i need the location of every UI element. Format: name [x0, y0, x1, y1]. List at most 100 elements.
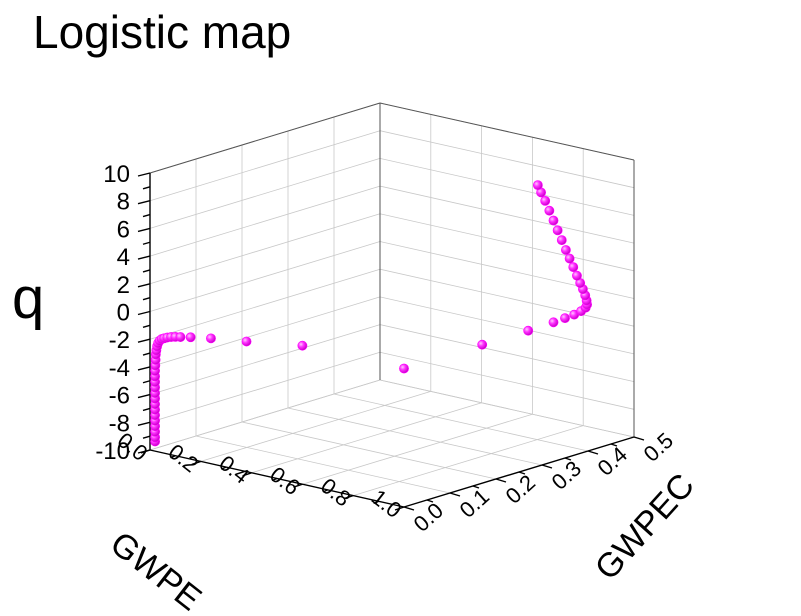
z-tick-label: 2 [117, 272, 130, 299]
z-minor-tick-mark [142, 324, 151, 329]
gridline-floor-y [287, 407, 543, 466]
gridline-back-horizontal [379, 158, 635, 216]
z-tick-label: -4 [109, 355, 130, 382]
gridline-side-horizontal [149, 130, 381, 202]
z-minor-tick-mark [142, 296, 151, 301]
z-minor-tick-mark [142, 269, 151, 273]
data-point [175, 332, 186, 342]
z-minor-tick-mark [142, 407, 151, 412]
gridline-floor-y [379, 379, 635, 438]
gridline-floor-y [333, 393, 589, 452]
gridline-back-horizontal [379, 213, 635, 272]
z-minor-tick-mark [142, 380, 151, 384]
x-tick-label: 0.8 [316, 473, 355, 512]
x-minor-tick-mark [220, 466, 227, 470]
z-axis-label: q [12, 266, 44, 331]
z-tick-label: -8 [109, 410, 130, 437]
x-minor-tick-mark [373, 500, 379, 504]
box-edge-top-side [149, 102, 381, 174]
gridline-back-horizontal [379, 241, 635, 299]
z-minor-tick-mark [142, 352, 151, 356]
data-point [572, 270, 582, 281]
data-point [564, 253, 575, 264]
y-tick-mark [403, 506, 415, 511]
gridline-floor-x [200, 391, 431, 462]
z-tick-label: 10 [103, 161, 130, 188]
x-tick-label: 1.0 [367, 484, 406, 523]
data-point [523, 325, 534, 336]
y-tick-mark [633, 436, 645, 441]
z-tick-mark [137, 310, 151, 316]
data-point [548, 215, 559, 226]
z-tick-label: -2 [109, 327, 130, 354]
z-tick-mark [137, 227, 151, 233]
data-point [477, 339, 488, 350]
data-point [241, 336, 252, 347]
box-edge-top-back [379, 102, 635, 161]
data-point [568, 262, 579, 273]
z-tick-label: 6 [117, 216, 130, 243]
y-tick-label: 0.5 [639, 428, 678, 467]
gridline-side-horizontal [149, 158, 381, 229]
x-tick-label: 0.2 [164, 439, 203, 478]
y-tick-mark [587, 450, 599, 455]
gridline-floor-y [241, 421, 497, 480]
y-minor-tick-mark [564, 457, 572, 461]
z-tick-mark [137, 172, 151, 177]
y-minor-tick-mark [472, 485, 480, 489]
axes [137, 172, 645, 511]
data-point [561, 245, 571, 255]
z-tick-mark [137, 366, 151, 371]
data-point [399, 363, 409, 374]
gridline-floor-x [149, 379, 381, 451]
data-point [552, 225, 563, 236]
z-minor-tick-mark [142, 186, 151, 190]
x-tick-label: 0.6 [265, 462, 304, 501]
z-tick-label: -6 [109, 383, 130, 410]
gridline-back-horizontal [379, 324, 635, 382]
gridline-back-horizontal [379, 351, 635, 410]
x-axis-label: GWPE [103, 524, 208, 616]
z-tick-mark [137, 200, 151, 205]
y-minor-tick-mark [518, 471, 526, 475]
y-axis-label: GWPEC [588, 466, 702, 587]
gridline-side-horizontal [149, 351, 381, 423]
z-minor-tick-mark [142, 435, 151, 439]
gridline-back-horizontal [379, 185, 635, 244]
data-point [556, 235, 567, 246]
gridline-back-horizontal [379, 130, 635, 189]
gridline-side-horizontal [149, 268, 381, 340]
x-minor-tick-mark [271, 477, 278, 482]
x-tick-mark [394, 506, 405, 511]
gridline-side-horizontal [149, 241, 381, 312]
box-edges [149, 102, 635, 437]
z-tick-label: 8 [117, 189, 130, 216]
y-tick-mark [541, 464, 553, 469]
y-minor-tick-mark [610, 443, 618, 447]
x-tick-mark [140, 449, 151, 454]
x-tick-mark [343, 494, 354, 500]
y-tick-mark [495, 478, 507, 483]
gridline-back-horizontal [379, 296, 635, 355]
gridline-floor-x [251, 402, 482, 474]
data-point [560, 313, 570, 324]
gridline-side-horizontal [149, 185, 381, 257]
data-point [297, 340, 308, 351]
gridline-floor-y [195, 435, 451, 494]
z-tick-mark [137, 283, 151, 288]
gridline-side-horizontal [149, 296, 381, 368]
x-tick-mark [293, 483, 303, 488]
gridline-floor-x [353, 425, 584, 496]
z-tick-mark [137, 338, 151, 343]
data-point [206, 333, 216, 344]
z-tick-label: 0 [117, 300, 130, 327]
z-tick-mark [137, 421, 151, 426]
data-point [532, 180, 543, 191]
data-point [544, 205, 555, 216]
x-tick-mark [191, 460, 202, 466]
y-tick-mark [449, 492, 461, 497]
z-tick-label: 4 [117, 244, 130, 271]
z-minor-tick-mark [142, 241, 151, 245]
x-tick-label: 0.4 [214, 450, 253, 489]
